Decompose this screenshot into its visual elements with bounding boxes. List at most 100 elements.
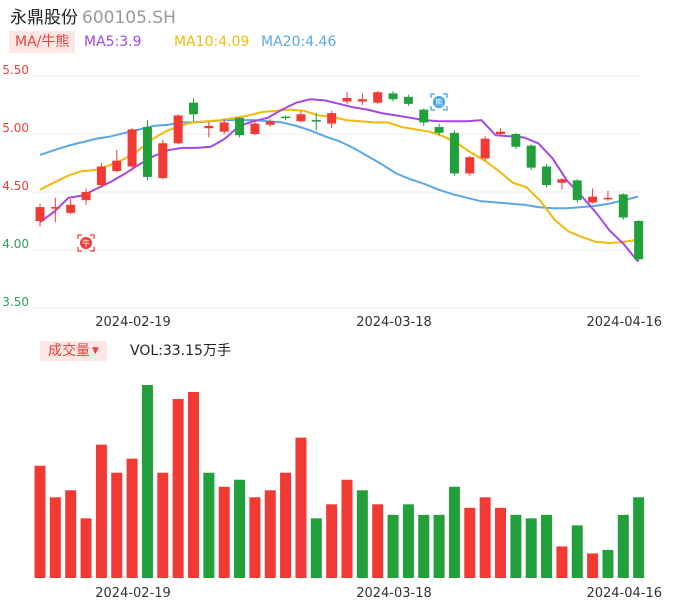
volume-bar (541, 514, 553, 578)
candlestick (173, 114, 183, 145)
ma-toggle-button[interactable]: MA/牛熊 (9, 31, 76, 53)
marker-label: 熊 (435, 97, 443, 107)
volume-bar (617, 514, 629, 578)
candlestick (112, 150, 122, 173)
candle-body (557, 179, 567, 183)
candle-body (388, 93, 398, 100)
volume-bar (295, 437, 307, 578)
candle-body (204, 125, 214, 129)
volume-bar (203, 472, 215, 578)
bear-icon: 熊 (430, 93, 448, 111)
candle-body (235, 117, 245, 136)
candle-body (465, 157, 475, 174)
candle-body (480, 138, 490, 159)
candle-body (572, 180, 582, 201)
candlestick (66, 198, 76, 215)
volume-bar (418, 514, 430, 578)
volume-bar (602, 549, 614, 578)
candlestick (603, 190, 613, 202)
candle-body (373, 92, 383, 103)
candlestick (434, 123, 444, 136)
candle-body (496, 131, 505, 134)
candle-body (50, 207, 60, 209)
candlestick (480, 136, 490, 161)
candlestick (81, 188, 91, 205)
candle-body (588, 196, 598, 203)
candlestick (35, 203, 45, 227)
volume-bar (387, 514, 399, 578)
candle-body (618, 194, 628, 218)
candle-body (173, 115, 183, 144)
volume-bar (65, 490, 77, 578)
candlestick (449, 130, 459, 176)
volume-bar (111, 472, 123, 578)
volume-bar (234, 479, 246, 578)
volume-bar (525, 518, 537, 578)
candlestick (327, 110, 337, 129)
candlestick (265, 118, 275, 128)
volume-bar (249, 497, 261, 578)
candlestick (250, 120, 260, 136)
triangle-down-icon: ▼ (92, 346, 99, 356)
candle-body (449, 132, 459, 174)
candle-body (66, 204, 76, 213)
candlestick (572, 179, 582, 203)
candlestick (311, 113, 321, 131)
y-tick-label: 3.50 (2, 295, 29, 309)
candlestick (526, 144, 536, 170)
candle-body (35, 207, 45, 221)
candle-body (342, 98, 352, 102)
volume-bar (141, 385, 153, 578)
volume-bar (633, 497, 645, 578)
volume-bar (34, 465, 46, 578)
candlestick (403, 94, 413, 107)
candlestick (542, 164, 552, 188)
marker-dot (80, 237, 92, 249)
volume-bar (495, 507, 506, 578)
x-tick-label: 2024-02-19 (95, 586, 171, 601)
marker-label: 牛 (82, 238, 90, 248)
candle-body (112, 160, 122, 172)
candlestick (419, 108, 429, 126)
candle-body (296, 114, 306, 122)
candlestick (96, 163, 106, 188)
x-tick-label: 2024-02-19 (95, 315, 171, 330)
volume-bar (587, 553, 599, 578)
candle-body (603, 197, 613, 200)
candle-body (219, 122, 229, 132)
volume-bar (402, 504, 414, 578)
candle-body (403, 96, 413, 104)
ma5-label: MA5:3.9 (84, 34, 142, 50)
volume-bar (218, 486, 230, 578)
candle-body (127, 129, 137, 167)
candle-body (158, 143, 168, 179)
volume-bar (356, 490, 368, 578)
candle-body (265, 121, 275, 125)
candlestick (496, 128, 505, 137)
volume-bar (310, 518, 322, 578)
candlestick (219, 118, 229, 134)
candlestick (634, 219, 644, 262)
candlestick (189, 98, 198, 122)
candle-body (311, 120, 321, 122)
volume-bar (510, 514, 522, 578)
marker-frame (430, 93, 448, 111)
volume-bar (341, 479, 353, 578)
volume-bar (571, 525, 583, 578)
candlestick (511, 132, 521, 150)
volume-bar (479, 497, 491, 578)
candlestick (618, 193, 628, 220)
candle-body (419, 109, 429, 123)
volume-bar (326, 504, 338, 578)
volume-bar (80, 518, 92, 578)
ma10-line (39, 108, 639, 245)
volume-indicator-button[interactable]: 成交量 ▼ (40, 341, 107, 361)
x-tick-label: 2024-03-18 (356, 586, 432, 601)
marker-frame (77, 234, 95, 252)
candle-body (434, 127, 444, 133)
candlestick (388, 91, 398, 102)
volume-bar (556, 546, 568, 578)
volume-bar (448, 486, 460, 578)
candle-body (250, 123, 260, 134)
